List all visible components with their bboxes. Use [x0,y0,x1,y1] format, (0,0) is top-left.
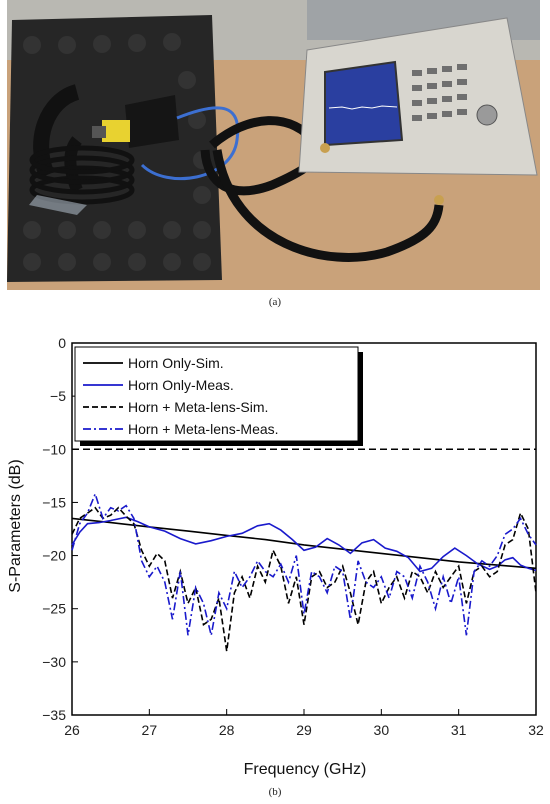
series-line-4 [71,491,537,636]
x-tick-label: 31 [451,722,467,738]
s-parameters-chart: 26 27 28 29 30 31 32 0 −5 −10 −15 −20 −25 −30 −35 Freq… [7,335,544,778]
y-tick-label: −5 [50,388,66,404]
series-line-3 [71,506,537,652]
port-2 [434,195,444,205]
y-tick-label: −30 [42,654,66,670]
legend-label: Horn + Meta-lens-Sim. [128,399,268,415]
y-tick-label: −15 [42,494,66,510]
black-cable-lower [212,149,444,262]
horn-antenna [92,95,179,148]
y-tick-label: −35 [42,707,66,723]
meta-lens-ring [29,84,135,215]
x-tick-label: 27 [142,722,158,738]
legend-label: Horn + Meta-lens-Meas. [128,421,279,437]
setup-illustration [7,0,540,290]
y-tick-label: −10 [42,441,66,457]
analyzer-screen [324,60,404,147]
network-analyzer [298,17,538,205]
x-tick-label: 28 [219,722,235,738]
caption-b: (b) [268,786,282,798]
blue-coax-cable [140,106,240,181]
legend: Horn Only-Sim. Horn Only-Meas. Horn + Meta… [74,346,363,446]
legend-label: Horn Only-Sim. [128,355,224,371]
y-tick-label: 0 [58,335,66,351]
y-tick-label: −20 [42,548,66,564]
measurement-setup-photo [7,0,540,290]
caption-a: (a) [268,296,282,308]
port-1 [320,143,330,153]
y-axis-title: S-Parameters (dB) [7,459,24,592]
x-tick-label: 26 [64,722,80,738]
y-tick-label: −25 [42,601,66,617]
legend-label: Horn Only-Meas. [128,377,234,393]
x-tick-label: 29 [296,722,312,738]
x-axis-title: Frequency (GHz) [244,761,367,778]
x-tick-label: 30 [374,722,390,738]
x-tick-label: 32 [528,722,544,738]
